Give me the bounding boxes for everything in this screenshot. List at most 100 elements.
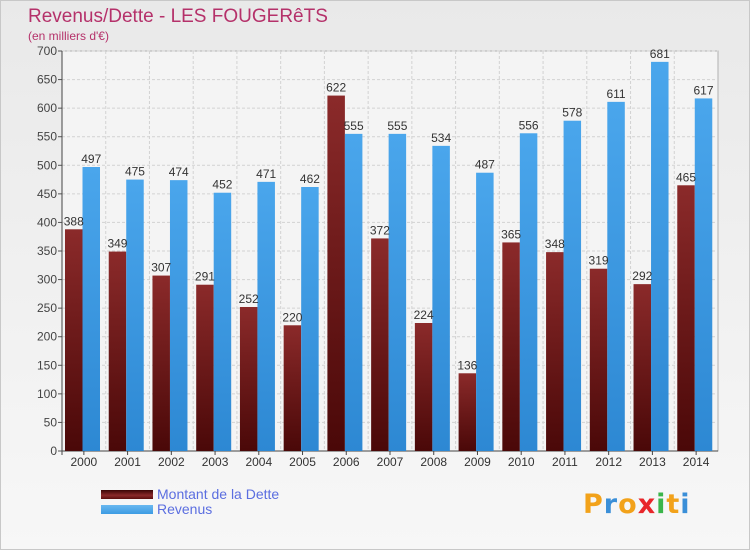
legend-label-debt: Montant de la Dette xyxy=(157,486,280,502)
bar-revenue-2013 xyxy=(651,61,669,451)
bar-revenue-2006 xyxy=(344,133,363,451)
y-tick-label: 700 xyxy=(37,44,57,58)
logo-letter: P xyxy=(583,489,604,520)
value-label-revenue-2005: 462 xyxy=(300,172,320,186)
bar-revenue-2011 xyxy=(563,120,582,451)
logo-letter: r xyxy=(603,489,619,520)
bar-debt-2000 xyxy=(65,229,83,451)
logo-letter: x xyxy=(637,489,657,520)
value-label-revenue-2012: 611 xyxy=(606,87,625,101)
value-label-revenue-2003: 452 xyxy=(212,178,232,192)
y-tick-label: 100 xyxy=(37,387,57,401)
legend-label-revenue: Revenus xyxy=(157,501,213,517)
bar-debt-2005 xyxy=(283,325,302,451)
bar-debt-2004 xyxy=(239,307,258,451)
bar-revenue-2007 xyxy=(388,133,407,451)
y-tick-label: 350 xyxy=(37,244,57,258)
bar-debt-2011 xyxy=(546,252,564,451)
bar-debt-2014 xyxy=(677,185,695,452)
logo-letter: i xyxy=(680,489,691,520)
value-label-debt-2014: 465 xyxy=(676,170,696,184)
value-label-debt-2000: 388 xyxy=(64,214,84,228)
value-label-revenue-2004: 471 xyxy=(256,167,276,181)
bar-debt-2001 xyxy=(108,251,127,451)
bar-debt-2002 xyxy=(152,275,170,451)
value-label-debt-2007: 372 xyxy=(370,223,390,237)
value-label-debt-2013: 292 xyxy=(632,269,652,283)
bar-debt-2006 xyxy=(327,95,345,452)
y-tick-label: 50 xyxy=(44,415,58,429)
x-tick-label-2001: 2001 xyxy=(114,455,141,469)
value-label-debt-2005: 220 xyxy=(282,310,302,324)
y-tick-label: 400 xyxy=(37,215,57,229)
x-tick-label-2002: 2002 xyxy=(158,455,185,469)
bar-debt-2003 xyxy=(196,284,214,451)
value-label-revenue-2006: 555 xyxy=(344,119,364,133)
value-label-debt-2009: 136 xyxy=(457,358,477,372)
logo-letter: i xyxy=(656,489,667,520)
value-label-debt-2012: 319 xyxy=(589,254,609,268)
x-tick-label-2008: 2008 xyxy=(420,455,447,469)
bar-debt-2007 xyxy=(371,238,389,451)
x-tick-label-2014: 2014 xyxy=(683,455,710,469)
chart-title: Revenus/Dette - LES FOUGERêTS xyxy=(28,6,328,27)
value-label-revenue-2000: 497 xyxy=(81,152,101,166)
value-label-debt-2006: 622 xyxy=(326,81,346,95)
x-tick-label-2012: 2012 xyxy=(595,455,622,469)
bar-revenue-2005 xyxy=(301,187,319,451)
x-tick-label-2000: 2000 xyxy=(71,455,98,469)
value-label-revenue-2002: 474 xyxy=(169,165,189,179)
bar-debt-2009 xyxy=(458,373,477,451)
x-tick-label-2013: 2013 xyxy=(639,455,666,469)
bar-revenue-2012 xyxy=(607,101,625,451)
value-label-debt-2008: 224 xyxy=(414,308,434,322)
value-label-revenue-2001: 475 xyxy=(125,165,145,179)
x-tick-label-2007: 2007 xyxy=(377,455,404,469)
bar-revenue-2010 xyxy=(519,133,538,452)
bar-revenue-2000 xyxy=(82,167,100,451)
bar-revenue-2003 xyxy=(213,192,232,451)
value-label-debt-2002: 307 xyxy=(151,261,171,275)
value-label-debt-2011: 348 xyxy=(545,237,565,251)
value-label-revenue-2011: 578 xyxy=(562,106,582,120)
bar-debt-2008 xyxy=(414,323,433,451)
x-tick-label-2006: 2006 xyxy=(333,455,360,469)
value-label-revenue-2008: 534 xyxy=(431,131,451,145)
value-label-revenue-2014: 617 xyxy=(694,83,714,97)
legend-swatch-debt xyxy=(101,490,153,499)
logo-letter: t xyxy=(666,489,681,520)
chart-subtitle: (en milliers d'€) xyxy=(28,29,109,43)
bar-debt-2013 xyxy=(633,284,652,451)
value-label-debt-2004: 252 xyxy=(239,292,259,306)
y-tick-label: 200 xyxy=(37,330,57,344)
y-tick-label: 550 xyxy=(37,130,57,144)
logo-letter: o xyxy=(618,489,638,520)
y-tick-label: 150 xyxy=(37,358,57,372)
bar-debt-2012 xyxy=(589,268,608,451)
y-tick-label: 250 xyxy=(37,301,57,315)
bar-debt-2010 xyxy=(502,242,520,451)
y-tick-label: 300 xyxy=(37,273,57,287)
value-label-debt-2010: 365 xyxy=(501,227,521,241)
bar-revenue-2002 xyxy=(169,180,188,451)
value-label-revenue-2013: 681 xyxy=(650,47,670,61)
value-label-revenue-2010: 556 xyxy=(519,118,539,132)
value-label-debt-2003: 291 xyxy=(195,270,215,284)
x-tick-label-2011: 2011 xyxy=(552,455,578,469)
legend-swatch-revenue xyxy=(101,505,153,514)
bar-revenue-2001 xyxy=(126,179,144,452)
x-tick-label-2005: 2005 xyxy=(289,455,316,469)
x-tick-label-2004: 2004 xyxy=(245,455,272,469)
x-tick-label-2010: 2010 xyxy=(508,455,535,469)
proxiti-logo: Proxiti xyxy=(583,489,691,520)
x-tick-label-2009: 2009 xyxy=(464,455,491,469)
bar-revenue-2008 xyxy=(432,145,450,451)
y-tick-label: 600 xyxy=(37,101,57,115)
value-label-revenue-2009: 487 xyxy=(475,158,495,172)
y-tick-label: 0 xyxy=(50,444,57,458)
bar-revenue-2004 xyxy=(257,181,275,451)
y-tick-label: 450 xyxy=(37,187,57,201)
y-tick-label: 650 xyxy=(37,73,57,87)
